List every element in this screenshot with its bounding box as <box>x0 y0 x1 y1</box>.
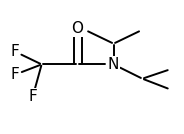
Text: O: O <box>72 21 84 36</box>
Text: F: F <box>10 44 19 59</box>
Text: F: F <box>10 67 19 82</box>
Text: F: F <box>28 89 37 104</box>
Text: N: N <box>108 57 119 72</box>
